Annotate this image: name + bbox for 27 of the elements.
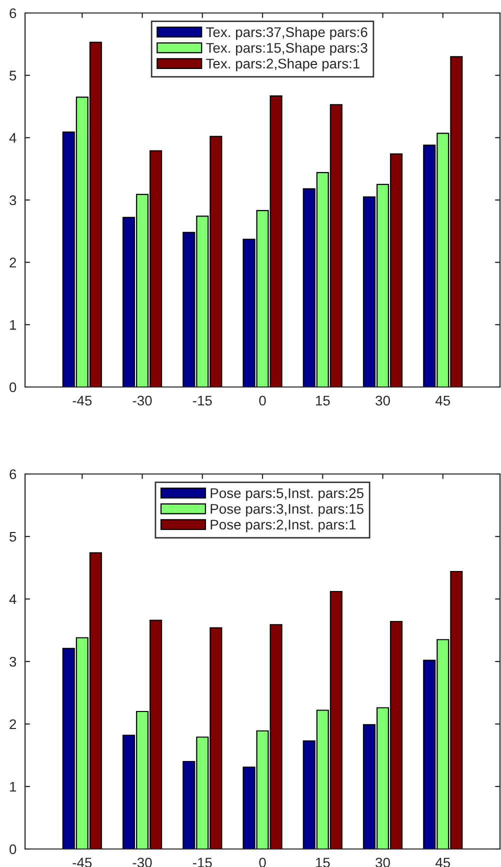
y-tick-label: 2 (10, 719, 16, 730)
x-tick-label: -30 (132, 396, 152, 406)
legend-label: Tex. pars:15,Shape pars:3 (206, 42, 368, 56)
x-tick-label: -15 (192, 396, 212, 406)
x-tick-label: -45 (72, 396, 92, 406)
y-tick-label: 0 (10, 382, 16, 392)
y-tick-label: 0 (10, 844, 16, 854)
x-tick-label: 30 (376, 396, 390, 406)
y-tick-label: 3 (10, 656, 16, 667)
y-tick-label: 5 (10, 532, 16, 542)
x-tick-label: 45 (435, 396, 450, 406)
y-tick-label: 6 (10, 8, 16, 18)
legend-label: Tex. pars:37,Shape pars:6 (206, 26, 368, 40)
x-tick-label: 0 (259, 396, 266, 406)
legend-label: Pose pars:2,Inst. pars:1 (210, 520, 356, 532)
x-tick-label: 15 (316, 396, 330, 406)
y-tick-label: 6 (10, 469, 16, 480)
y-tick-label: 3 (10, 195, 16, 206)
y-tick-label: 1 (10, 320, 16, 330)
y-tick-label: 2 (10, 258, 16, 268)
legend-label: Tex. pars:2,Shape pars:1 (206, 58, 360, 72)
legend-label: Pose pars:3,Inst. pars:15 (210, 504, 364, 517)
y-tick-label: 4 (9, 133, 16, 143)
y-tick-label: 4 (9, 594, 16, 604)
y-tick-label: 1 (10, 782, 16, 792)
legend-label: Pose pars:5,Inst. pars:25 (210, 488, 364, 501)
y-tick-label: 5 (10, 70, 16, 81)
